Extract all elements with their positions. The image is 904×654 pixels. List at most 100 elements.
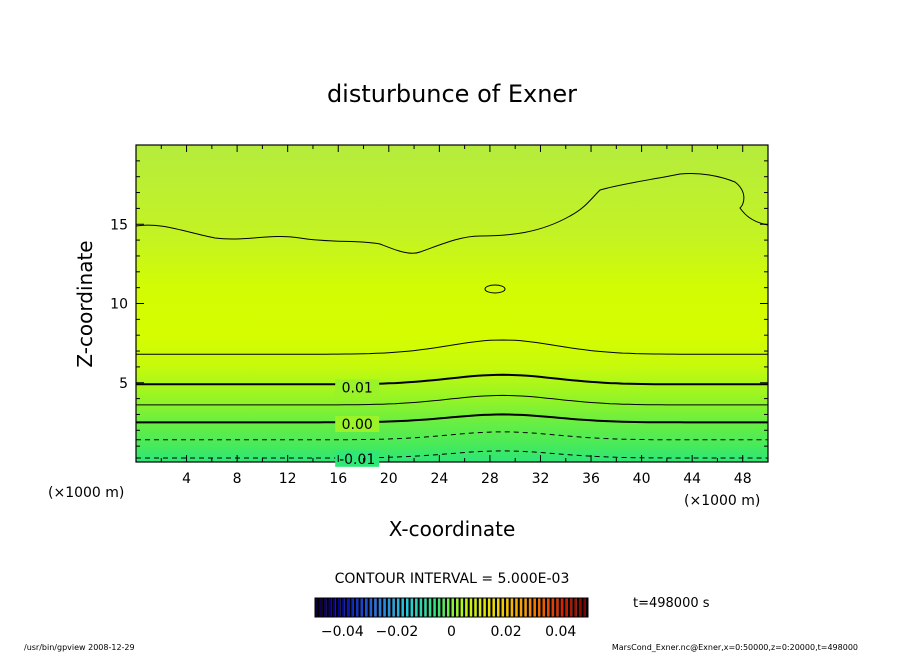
x-unit-left: (×1000 m)	[48, 485, 124, 501]
x-axis-label: X-coordinate	[389, 517, 516, 541]
colorbar-cell	[501, 598, 505, 617]
colorbar-cell	[560, 598, 564, 617]
z-tick-label: 10	[110, 297, 128, 313]
colorbar-gap	[481, 598, 484, 617]
colorbar-gap	[417, 598, 420, 617]
x-tick-label: 20	[380, 471, 398, 487]
colorbar-cell	[537, 598, 541, 617]
footer-left: /usr/bin/gpview 2008-12-29	[24, 643, 135, 652]
contour-upper	[136, 173, 768, 254]
colorbar-cell	[497, 598, 500, 617]
colorbar-gap	[349, 598, 352, 617]
colorbar-gap	[540, 598, 543, 617]
colorbar-gap	[513, 598, 516, 617]
colorbar-gap	[344, 598, 348, 617]
footer-right: MarsCond_Exner.nc@Exner,x=0:50000,z=0:20…	[612, 643, 858, 652]
colorbar-cell	[456, 598, 459, 617]
colorbar-tick-label: 0	[447, 624, 456, 640]
colorbar-gap	[444, 598, 448, 617]
colorbar-cell	[383, 598, 386, 617]
colorbar-gap	[353, 598, 357, 617]
contour-line-0	[136, 339, 768, 355]
x-tick-label: 12	[279, 471, 297, 487]
x-axis-ticks: 4 8 12 16 20 24 28 32 36 40 44 48	[160, 145, 752, 487]
colorbar-cell	[392, 598, 395, 617]
colorbar-gap	[458, 598, 461, 617]
colorbar-cell	[569, 598, 573, 617]
colorbar-gap	[485, 598, 489, 617]
colorbar-gap	[508, 598, 511, 617]
colorbar-tick-label: 0.04	[545, 624, 576, 640]
colorbar-cell	[324, 598, 327, 617]
colorbar-gap	[554, 598, 557, 617]
colorbar-gap	[504, 598, 507, 617]
colorbar-cell	[519, 598, 523, 617]
colorbar-cell	[583, 598, 586, 617]
z-axis-ticks: 5 10 15	[110, 160, 768, 447]
colorbar-cell	[460, 598, 464, 617]
colorbar-gap	[426, 598, 430, 617]
colorbar-cell	[487, 598, 491, 617]
x-tick-label: 16	[329, 471, 347, 487]
x-tick-label: 44	[683, 471, 701, 487]
colorbar-cell	[319, 598, 323, 617]
colorbar-gap	[431, 598, 434, 617]
colorbar-cell	[556, 598, 559, 617]
colorbar-cell	[342, 598, 345, 617]
colorbar-gap	[317, 598, 320, 617]
colorbar-cell	[355, 598, 359, 617]
colorbar-cell	[378, 598, 382, 617]
x-unit-right: (×1000 m)	[684, 493, 760, 509]
colorbar-gap	[526, 598, 530, 617]
colorbar-cell	[360, 598, 364, 617]
colorbar-gap	[581, 598, 584, 617]
colorbar-cell	[337, 598, 341, 617]
colorbar-gap	[576, 598, 580, 617]
colorbar-cell	[578, 598, 582, 617]
colorbar-cell	[333, 598, 336, 617]
colorbar-cell	[510, 598, 514, 617]
colorbar-cell	[406, 598, 409, 617]
contour-label-bg-1	[335, 415, 380, 432]
x-tick-label: 4	[182, 471, 191, 487]
x-tick-label: 36	[582, 471, 600, 487]
x-tick-label: 28	[481, 471, 499, 487]
contour-closed	[484, 284, 506, 294]
colorbar-gap	[322, 598, 325, 617]
colorbar-cell	[442, 598, 445, 617]
colorbar-cell	[315, 598, 318, 617]
colorbar-gap	[363, 598, 366, 617]
colorbar-gap	[381, 598, 384, 617]
colorbar-gap	[476, 598, 480, 617]
colorbar	[314, 597, 589, 618]
colorbar-cell	[506, 598, 509, 617]
colorbar-cell	[528, 598, 532, 617]
contour-lines	[136, 339, 768, 459]
plot-field	[136, 145, 768, 462]
contour-label-bg-0	[335, 379, 380, 396]
colorbar-cell	[492, 598, 495, 617]
colorbar-cell	[365, 598, 368, 617]
colorbar-gap	[490, 598, 493, 617]
colorbar-tick-label: −0.02	[375, 624, 418, 640]
colorbar-cell	[565, 598, 568, 617]
colorbar-gap	[517, 598, 521, 617]
colorbar-cell	[515, 598, 518, 617]
colorbar-cell	[451, 598, 455, 617]
colorbar-gap	[545, 598, 548, 617]
colorbar-gap	[340, 598, 343, 617]
x-tick-label: 48	[734, 471, 752, 487]
colorbar-gap	[372, 598, 375, 617]
colorbar-gap	[567, 598, 571, 617]
colorbar-cell	[524, 598, 527, 617]
colorbar-gap	[449, 598, 452, 617]
colorbar-cell	[424, 598, 427, 617]
colorbar-cell	[369, 598, 373, 617]
x-tick-label: 8	[233, 471, 242, 487]
colorbar-cell	[410, 598, 414, 617]
colorbar-gap	[472, 598, 475, 617]
contour-label-1: 0.00	[342, 417, 373, 433]
colorbar-cell	[542, 598, 546, 617]
colorbar-cell	[446, 598, 450, 617]
